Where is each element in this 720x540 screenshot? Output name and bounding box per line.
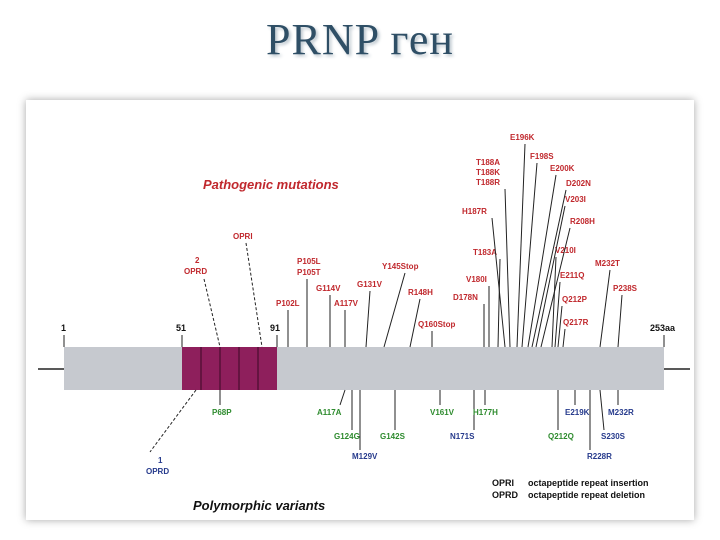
mutation-label: V203I: [565, 195, 586, 204]
mutation-label: OPRD: [184, 267, 207, 276]
mutation-label: Q212P: [562, 295, 588, 304]
variant-label: G142S: [380, 432, 406, 441]
legend-abbr-oprd: OPRD: [492, 490, 519, 500]
mutation-label: T188R: [476, 178, 500, 187]
variant-label: R228R: [587, 452, 612, 461]
mutation-label: F198S: [530, 152, 554, 161]
gene-bar: [64, 347, 664, 390]
mutation-label: 2: [195, 256, 200, 265]
legend-desc-opri: octapeptide repeat insertion: [528, 478, 649, 488]
octarepeat-region: [182, 347, 277, 390]
position-end: 253aa: [650, 323, 676, 333]
variant-label: M232R: [608, 408, 634, 417]
mutation-label: OPRI: [233, 232, 253, 241]
mutation-label: Q217R: [563, 318, 589, 327]
mutation-label: T188K: [476, 168, 500, 177]
mutation-label: R208H: [570, 217, 595, 226]
variant-label: E219K: [565, 408, 590, 417]
mutation-label: G131V: [357, 280, 383, 289]
legend-desc-oprd: octapeptide repeat deletion: [528, 490, 645, 500]
variant-label: M129V: [352, 452, 378, 461]
mutation-label: G114V: [316, 284, 341, 293]
mutation-label: H187R: [462, 207, 487, 216]
mutation-label: R148H: [408, 288, 433, 297]
variant-label: P68P: [212, 408, 232, 417]
variant-label: G124G: [334, 432, 360, 441]
variant-label: S230S: [601, 432, 626, 441]
slide-title: PRNP ген: [266, 15, 454, 64]
mutation-label: P238S: [613, 284, 638, 293]
variant-label: Q212Q: [548, 432, 574, 441]
mutation-label: D178N: [453, 293, 478, 302]
variant-label: 1: [158, 456, 163, 465]
mutation-label: E211Q: [560, 271, 584, 280]
mutation-label: E196K: [510, 133, 535, 142]
mutation-label: P105L: [297, 257, 321, 266]
mutation-label: V180I: [466, 275, 487, 284]
polymorphic-heading: Polymorphic variants: [193, 498, 325, 513]
mutation-label: M232T: [595, 259, 620, 268]
pathogenic-connectors: [203, 143, 623, 348]
position-oprd-start: 51: [176, 323, 186, 333]
variant-label: H177H: [473, 408, 498, 417]
mutation-label: A117V: [334, 299, 359, 308]
pathogenic-heading: Pathogenic mutations: [203, 177, 339, 192]
mutation-label: Y145Stop: [382, 262, 419, 271]
position-start: 1: [61, 323, 66, 333]
variant-label: A117A: [317, 408, 342, 417]
mutation-label: P102L: [276, 299, 300, 308]
mutation-label: D202N: [566, 179, 591, 188]
variant-label: V161V: [430, 408, 455, 417]
variant-label: N171S: [450, 432, 475, 441]
polymorphic-connectors: [149, 389, 619, 453]
mutation-label: V210I: [555, 246, 576, 255]
mutation-label: T188A: [476, 158, 500, 167]
mutation-label: P105T: [297, 268, 321, 277]
mutation-label: T183A: [473, 248, 497, 257]
mutation-label: E200K: [550, 164, 575, 173]
variant-label: OPRD: [146, 467, 169, 476]
mutation-label: Q160Stop: [418, 320, 455, 329]
legend-abbr-opri: OPRI: [492, 478, 514, 488]
position-oprd-end: 91: [270, 323, 280, 333]
